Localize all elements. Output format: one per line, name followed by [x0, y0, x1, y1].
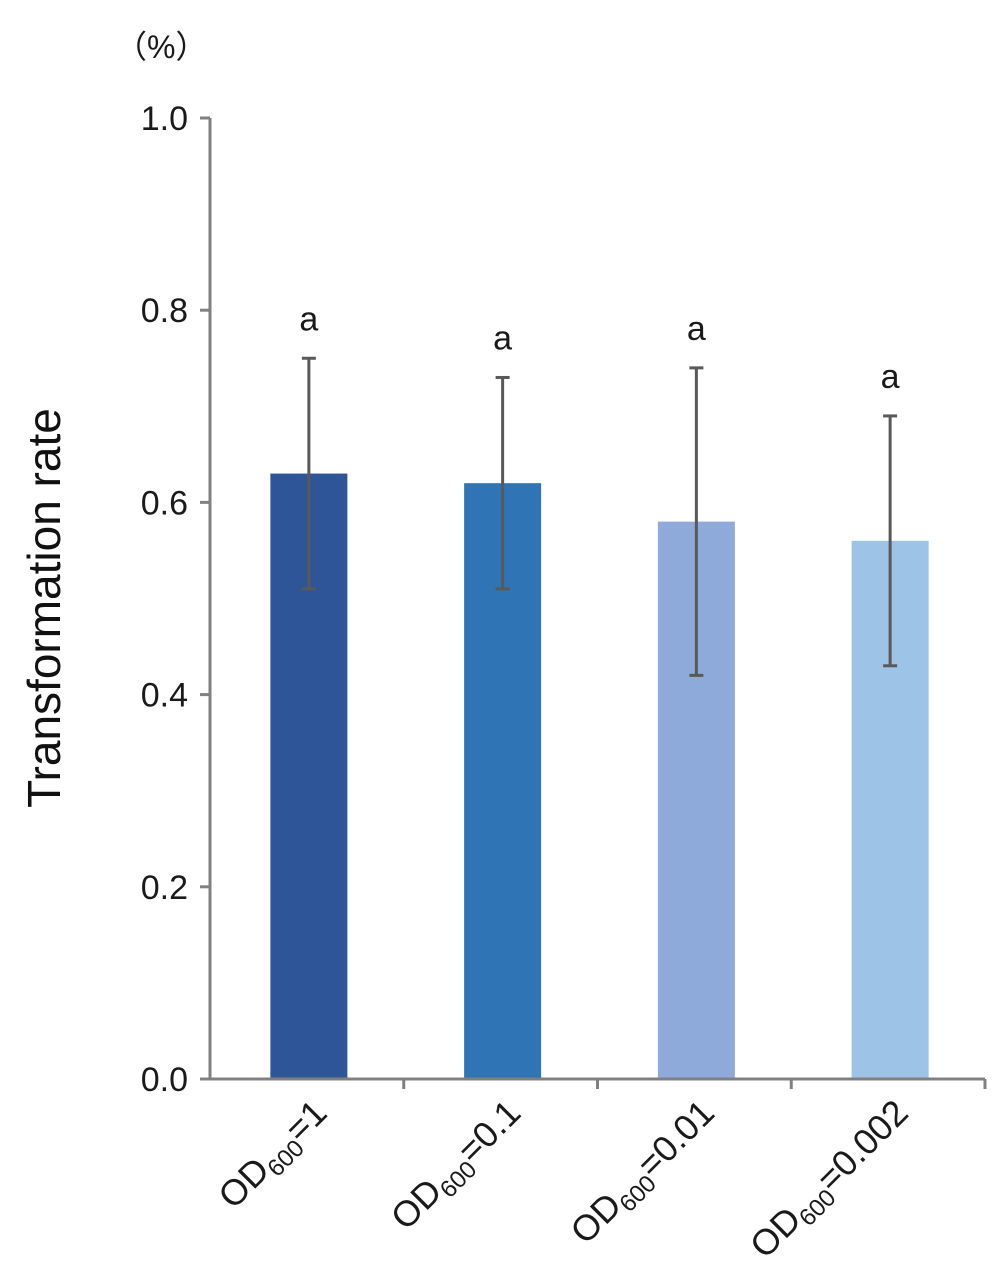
x-tick-label: OD600=0.002	[742, 1092, 920, 1270]
x-tick-label: OD600=1	[210, 1092, 339, 1221]
x-tick-label: OD600=0.01	[562, 1092, 726, 1256]
significance-letter: a	[493, 319, 512, 357]
y-ticks: 0.0 0.2 0.4 0.6 0.8 1.0	[141, 100, 210, 1099]
y-axis-label: Transformation rate	[18, 408, 70, 808]
error-bars	[301, 356, 898, 677]
significance-letter: a	[299, 300, 318, 338]
y-tick-label: 0.4	[141, 677, 188, 715]
y-unit-label: （%）	[115, 29, 207, 65]
y-tick-label: 0.8	[141, 292, 188, 330]
y-tick-label: 0.2	[141, 869, 188, 907]
y-tick-label: 1.0	[141, 100, 188, 138]
significance-letter: a	[687, 310, 706, 348]
x-tick-label: OD600=0.1	[383, 1092, 533, 1242]
y-tick-label: 0.6	[141, 484, 188, 522]
axes	[200, 118, 987, 1089]
significance-letter: a	[881, 358, 900, 396]
bars	[270, 473, 929, 1079]
y-tick-label: 0.0	[141, 1061, 188, 1099]
significance-labels: a a a a	[299, 300, 899, 396]
